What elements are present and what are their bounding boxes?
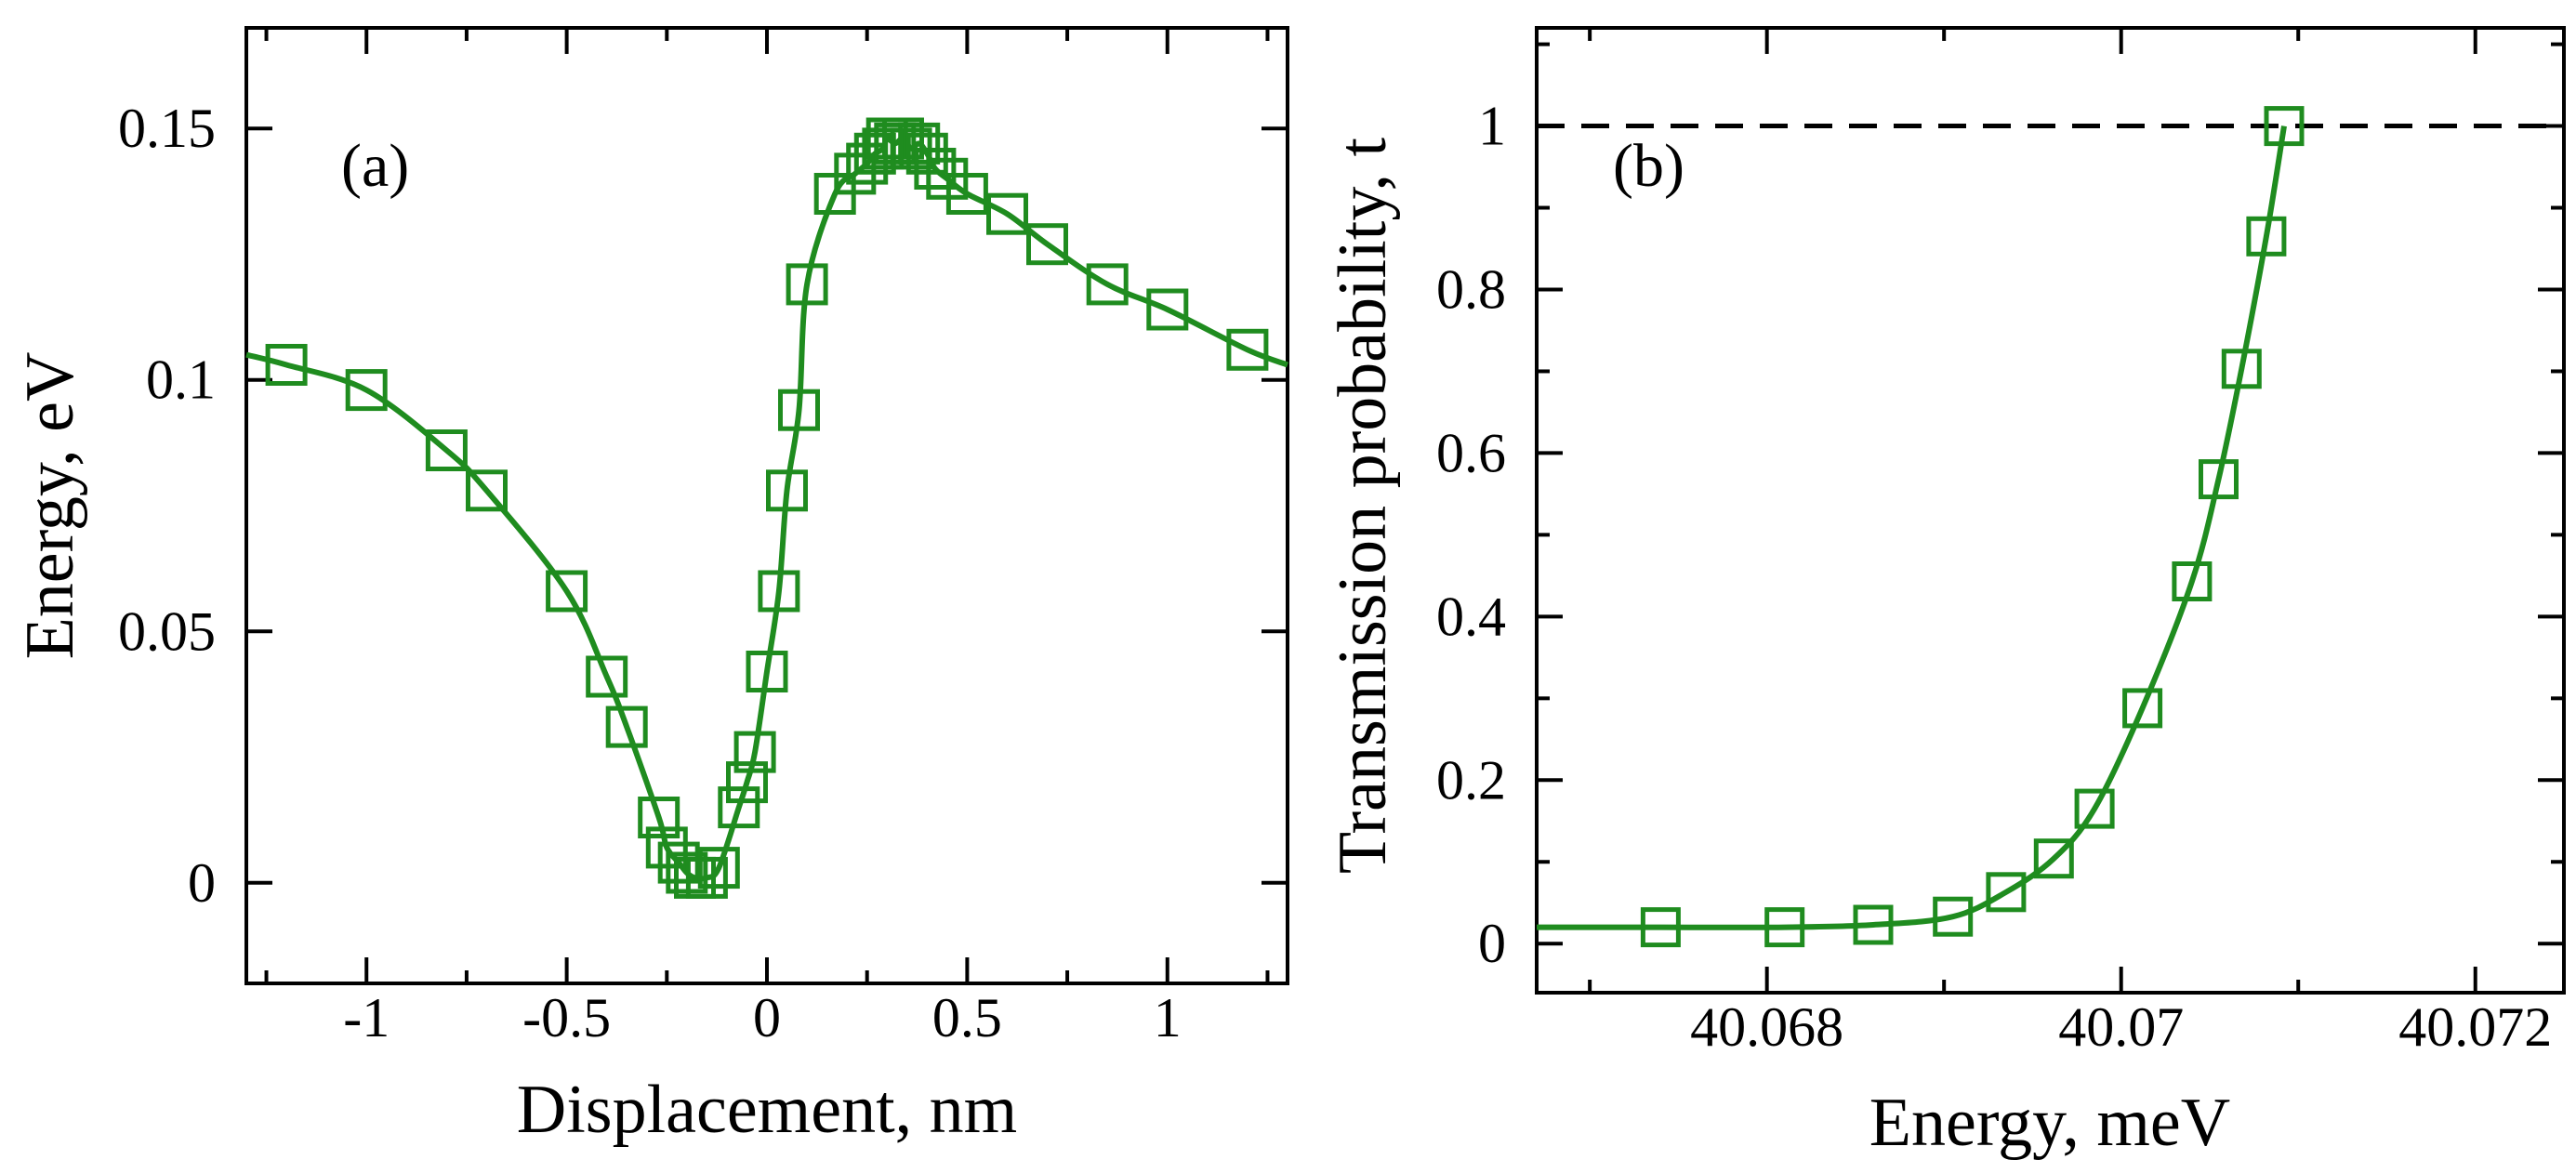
x-tick-label: 40.072: [2398, 996, 2552, 1058]
data-point-marker: [546, 570, 588, 613]
data-point-marker: [726, 761, 768, 804]
panel-b-y-tick-labels: 0 0.2 0.4 0.6 0.8 1: [1436, 96, 1506, 975]
panel-b-label: (b): [1613, 132, 1684, 200]
x-tick-label: 0.5: [932, 987, 1002, 1048]
x-tick-label: 1: [1154, 987, 1182, 1048]
data-point-marker: [2221, 349, 2262, 389]
x-tick-label: 40.068: [1690, 996, 1843, 1058]
y-tick-label: 1: [1478, 96, 1506, 157]
panel-b-transmission: 40.068 40.07 40.072 0 0.2 0.4 0.6 0.8 1 (b) Ene…: [1325, 26, 2566, 1161]
y-tick-label: 0.15: [118, 98, 216, 159]
x-tick-label: 0: [753, 987, 781, 1048]
x-tick-label: -1: [343, 987, 390, 1048]
panel-b-series: [1537, 106, 2305, 948]
data-point-marker: [638, 797, 680, 838]
data-point-marker: [733, 731, 776, 773]
panel-a-energy-profile: -1 -0.5 0 0.5 1 0 0.05 0.1 0.15 (a) Displacemen…: [12, 26, 1289, 1148]
panel-a-y-axis-label: Energy, eV: [12, 352, 88, 660]
data-point-marker: [914, 148, 957, 190]
x-tick-label: -0.5: [522, 987, 611, 1048]
panel-b-y-axis-label: Transmission probability, t: [1325, 137, 1401, 874]
data-point-marker: [2199, 459, 2239, 500]
data-point-marker: [1933, 896, 1974, 937]
data-point-marker: [1026, 223, 1068, 266]
y-tick-label: 0.05: [118, 600, 216, 662]
panel-a-series: [245, 117, 1289, 899]
panel-a-ticks: [246, 28, 1288, 983]
data-point-marker: [2172, 561, 2213, 601]
data-point-marker: [758, 570, 800, 613]
y-tick-label: 0: [188, 852, 216, 914]
y-tick-label: 0.8: [1436, 258, 1506, 320]
data-point-marker: [986, 192, 1028, 235]
y-tick-label: 0: [1478, 913, 1506, 974]
panel-a-label: (a): [341, 132, 409, 200]
data-point-marker: [605, 705, 648, 748]
data-point-marker: [2074, 788, 2115, 829]
data-point-marker: [425, 429, 468, 471]
panel-a-x-axis-label: Displacement, nm: [517, 1072, 1017, 1148]
data-point-marker: [2246, 216, 2287, 257]
data-point-marker: [586, 655, 628, 698]
data-point-marker: [1226, 328, 1269, 371]
x-tick-label: 40.07: [2058, 996, 2184, 1058]
panel-b-plot-frame: [1535, 26, 2566, 995]
data-point-marker: [2264, 106, 2305, 147]
data-point-marker: [778, 389, 820, 431]
data-point-marker: [1086, 263, 1129, 306]
data-point-marker: [466, 469, 508, 512]
data-point-marker: [718, 786, 760, 829]
data-point-marker: [746, 651, 788, 692]
data-point-marker: [1146, 288, 1189, 331]
y-tick-label: 0.6: [1436, 422, 1506, 483]
panel-b-x-tick-labels: 40.068 40.07 40.072: [1690, 996, 2552, 1058]
data-point-marker: [1853, 904, 1894, 945]
data-point-marker: [2033, 838, 2074, 879]
panel-a-y-tick-labels: 0 0.05 0.1 0.15: [118, 98, 216, 914]
data-point-marker: [1986, 872, 2027, 913]
y-tick-label: 0.2: [1436, 749, 1506, 811]
data-point-marker: [898, 122, 941, 165]
data-point-marker: [945, 173, 988, 215]
y-tick-label: 0.1: [146, 349, 216, 411]
series-line: [1537, 125, 2287, 930]
data-point-marker: [882, 117, 924, 160]
data-point-marker: [657, 841, 700, 884]
data-point-marker: [2122, 688, 2163, 729]
data-point-marker: [786, 263, 828, 306]
data-point-marker: [265, 344, 308, 386]
data-point-marker: [766, 469, 808, 512]
data-point-marker: [345, 369, 388, 412]
data-point-marker: [697, 847, 740, 890]
panel-b-x-axis-label: Energy, meV: [1869, 1085, 2230, 1161]
panel-a-x-tick-labels: -1 -0.5 0 0.5 1: [343, 987, 1182, 1048]
data-point-marker: [1764, 907, 1805, 948]
y-tick-label: 0.4: [1436, 586, 1506, 647]
panel-b-ticks: [1537, 28, 2564, 993]
data-point-marker: [874, 122, 917, 165]
data-point-marker: [1640, 907, 1681, 948]
data-point-marker: [685, 856, 728, 899]
